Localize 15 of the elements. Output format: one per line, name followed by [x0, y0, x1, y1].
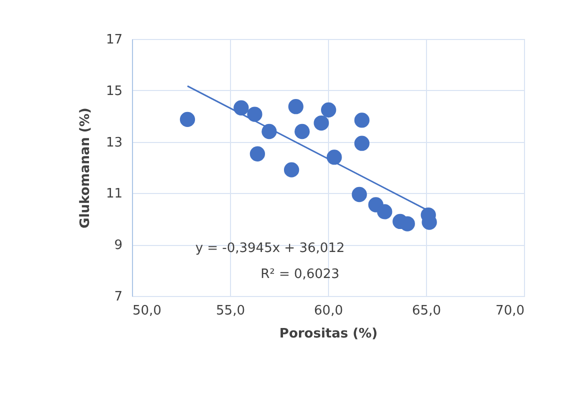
y-tick-label: 15 — [106, 84, 122, 99]
annotation: R² = 0,6023 — [260, 267, 340, 282]
y-axis-title: Glukomanan (%) — [78, 108, 93, 228]
x-tick-label: 55,0 — [216, 304, 245, 318]
y-tick-label: 9 — [114, 238, 122, 254]
y-tick-label: 11 — [106, 186, 122, 202]
y-tick-label: 17 — [106, 32, 122, 48]
x-axis-title: Porositas (%) — [279, 326, 378, 342]
annotation: y = -0,3945x + 36,012 — [195, 241, 345, 256]
x-tick-label: 60,0 — [314, 304, 343, 318]
x-tick-label: 65,0 — [412, 304, 441, 318]
x-tick-label: 50,0 — [132, 304, 162, 318]
y-tick-label: 13 — [106, 135, 122, 150]
y-tick-label: 7 — [114, 290, 122, 304]
x-tick-label: 70,0 — [496, 304, 524, 318]
